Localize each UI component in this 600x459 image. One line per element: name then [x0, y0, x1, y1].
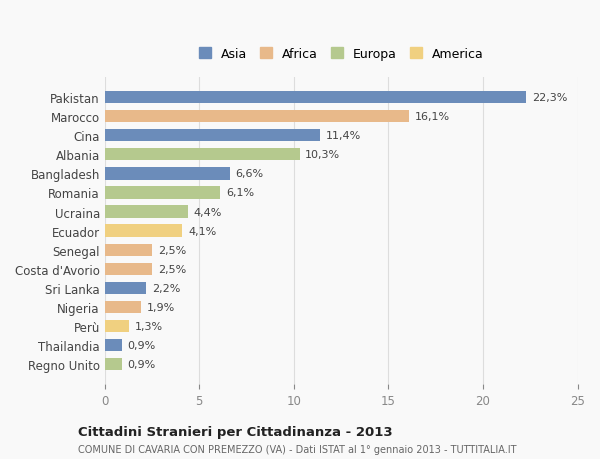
Bar: [105, 187, 220, 199]
Text: 2,5%: 2,5%: [158, 245, 186, 255]
Bar: [105, 149, 299, 161]
Text: 0,9%: 0,9%: [127, 359, 155, 369]
Text: 1,3%: 1,3%: [135, 321, 163, 331]
Text: 11,4%: 11,4%: [326, 131, 361, 141]
Text: 2,2%: 2,2%: [152, 283, 181, 293]
Bar: [105, 320, 130, 333]
Bar: [105, 92, 526, 104]
Bar: [105, 206, 188, 218]
Text: Cittadini Stranieri per Cittadinanza - 2013: Cittadini Stranieri per Cittadinanza - 2…: [78, 425, 392, 438]
Bar: [105, 225, 182, 237]
Text: 1,9%: 1,9%: [146, 302, 175, 312]
Text: 6,1%: 6,1%: [226, 188, 254, 198]
Text: 16,1%: 16,1%: [415, 112, 450, 122]
Bar: [105, 358, 122, 371]
Legend: Asia, Africa, Europa, America: Asia, Africa, Europa, America: [195, 44, 488, 64]
Text: COMUNE DI CAVARIA CON PREMEZZO (VA) - Dati ISTAT al 1° gennaio 2013 - TUTTITALIA: COMUNE DI CAVARIA CON PREMEZZO (VA) - Da…: [78, 444, 517, 454]
Bar: [105, 263, 152, 275]
Bar: [105, 301, 140, 313]
Bar: [105, 282, 146, 295]
Text: 6,6%: 6,6%: [235, 169, 263, 179]
Text: 4,4%: 4,4%: [194, 207, 222, 217]
Bar: [105, 339, 122, 352]
Bar: [105, 244, 152, 257]
Text: 22,3%: 22,3%: [532, 93, 568, 103]
Bar: [105, 168, 230, 180]
Text: 2,5%: 2,5%: [158, 264, 186, 274]
Text: 4,1%: 4,1%: [188, 226, 216, 236]
Bar: [105, 111, 409, 123]
Text: 10,3%: 10,3%: [305, 150, 340, 160]
Bar: [105, 130, 320, 142]
Text: 0,9%: 0,9%: [127, 341, 155, 350]
